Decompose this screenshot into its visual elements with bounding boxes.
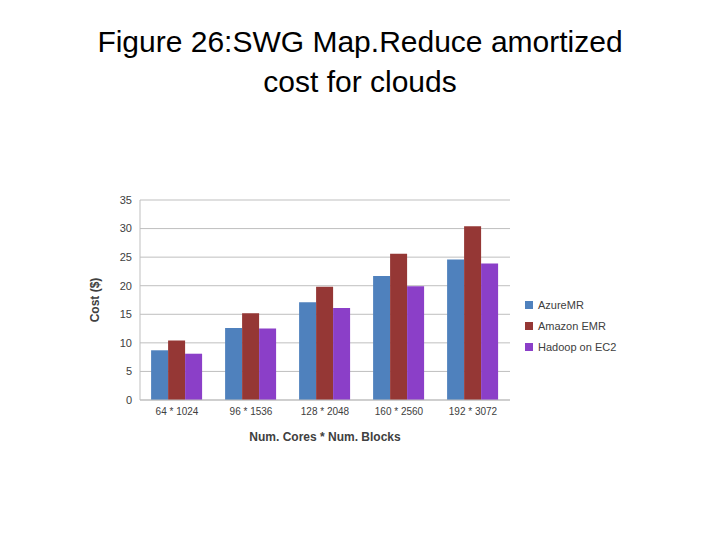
svg-text:15: 15 (120, 308, 132, 320)
svg-text:5: 5 (126, 365, 132, 377)
html-text:AzureMR: AzureMR (538, 298, 584, 311)
svg-text:20: 20 (120, 280, 132, 292)
html-text:Num. Cores * Num. Blocks: Num. Cores * Num. Blocks (249, 430, 401, 444)
svg-text:192 * 3072: 192 * 3072 (449, 406, 498, 417)
svg-text:160 * 2560: 160 * 2560 (375, 406, 424, 417)
svg-text:30: 30 (120, 222, 132, 234)
html-text:Hadoop on EC2: Hadoop on EC2 (538, 340, 617, 353)
svg-text:64 * 1024: 64 * 1024 (156, 406, 199, 417)
svg-text:25: 25 (120, 251, 132, 263)
svg-text:128 * 2048: 128 * 2048 (301, 406, 350, 417)
html-text:Figure 26:SWG Map.Reduce amort: Figure 26:SWG Map.Reduce amortized cost … (97, 25, 623, 98)
svg-text:0: 0 (126, 394, 132, 406)
html-text:Amazon EMR: Amazon EMR (538, 319, 606, 332)
svg-text:35: 35 (120, 194, 132, 206)
svg-text:10: 10 (120, 337, 132, 349)
html-text:Cost ($): Cost ($) (88, 277, 102, 323)
svg-text:96 * 1536: 96 * 1536 (230, 406, 273, 417)
